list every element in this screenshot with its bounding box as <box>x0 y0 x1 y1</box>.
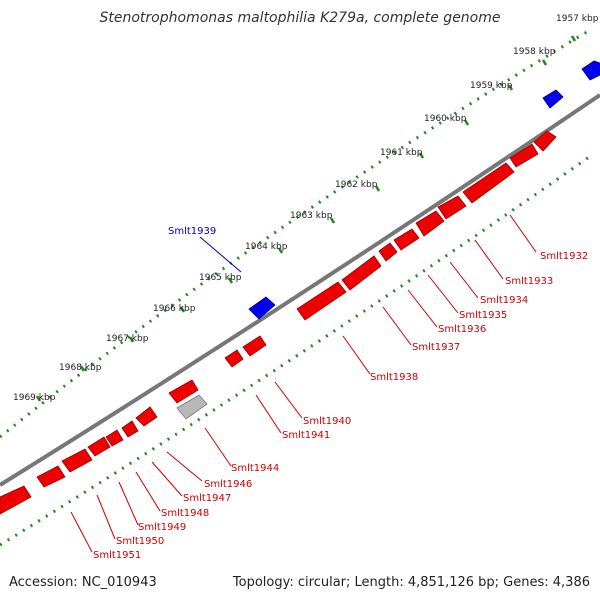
gene-label-smlt1941[interactable]: Smlt1941 <box>282 430 330 441</box>
reverse-gene[interactable] <box>0 485 32 515</box>
ruler-label: 1959 kbp <box>470 81 513 91</box>
reverse-gene[interactable] <box>393 228 420 251</box>
gene-label-smlt1937[interactable]: Smlt1937 <box>412 342 460 353</box>
reverse-genes <box>0 130 557 515</box>
topology-text: Topology: circular; Length: 4,851,126 bp… <box>232 575 590 590</box>
reverse-gene[interactable] <box>462 162 515 204</box>
reverse-gene[interactable] <box>509 143 539 168</box>
gene-label-smlt1939[interactable]: Smlt1939 <box>168 226 216 237</box>
gene-label-smlt1933[interactable]: Smlt1933 <box>505 276 553 287</box>
leader-line <box>96 494 116 540</box>
leader-line <box>135 471 161 512</box>
outer-ruler-arc <box>0 28 591 439</box>
gene-label-smlt1935[interactable]: Smlt1935 <box>459 310 507 321</box>
leader-line <box>70 511 93 553</box>
inner-ruler-arc <box>0 153 593 547</box>
leader-line <box>382 306 412 346</box>
reverse-gene[interactable] <box>533 130 557 152</box>
gene-label-smlt1932[interactable]: Smlt1932 <box>540 251 588 262</box>
leader-line <box>199 236 242 273</box>
accession-text: Accession: NC_010943 <box>9 575 157 590</box>
ruler-major-ticks <box>35 35 577 402</box>
leader-line <box>204 427 232 467</box>
gene-label-smlt1946[interactable]: Smlt1946 <box>204 479 252 490</box>
forward-gene[interactable] <box>542 89 564 109</box>
leader-line <box>474 239 504 280</box>
ruler-label: 1963 kbp <box>290 211 333 221</box>
reverse-gene[interactable] <box>378 242 398 262</box>
gene-label-smlt1936[interactable]: Smlt1936 <box>438 324 486 335</box>
ruler-tick <box>227 277 234 284</box>
ruler-tick <box>507 84 514 91</box>
gene-label-smlt1944[interactable]: Smlt1944 <box>231 463 279 474</box>
ruler-label: 1968 kbp <box>59 363 102 373</box>
reverse-gene[interactable] <box>224 349 244 368</box>
gene-label-smlt1938[interactable]: Smlt1938 <box>370 372 418 383</box>
gene-label-smlt1950[interactable]: Smlt1950 <box>116 536 164 547</box>
forward-gene[interactable] <box>248 296 276 320</box>
reverse-gene[interactable] <box>121 420 139 438</box>
reverse-gene[interactable] <box>437 195 467 220</box>
gene-label-smlt1949[interactable]: Smlt1949 <box>138 522 186 533</box>
gene-label-smlt1951[interactable]: Smlt1951 <box>93 550 141 561</box>
leader-line <box>255 394 282 434</box>
gene-label-smlt1940[interactable]: Smlt1940 <box>303 416 351 427</box>
other-gene[interactable] <box>176 394 208 420</box>
gene-label-smlt1934[interactable]: Smlt1934 <box>480 295 528 306</box>
ruler-tick <box>541 59 548 66</box>
forward-gene[interactable] <box>581 60 600 81</box>
leader-line <box>449 261 479 299</box>
reverse-gene[interactable] <box>242 335 267 357</box>
ruler-label: 1967 kbp <box>106 334 149 344</box>
ruler-label: 1962 kbp <box>335 180 378 190</box>
ruler-label: 1957 kbp <box>556 14 599 24</box>
ruler-tick <box>418 152 425 159</box>
leader-line <box>118 481 139 526</box>
leader-line <box>427 274 459 314</box>
ruler-label: 1964 kbp <box>245 242 288 252</box>
reverse-gene[interactable] <box>341 255 382 291</box>
reverse-gene[interactable] <box>296 281 347 321</box>
forward-genes <box>248 60 600 320</box>
reverse-gene[interactable] <box>105 429 124 447</box>
ruler-tick <box>179 306 186 313</box>
ruler-tick <box>570 35 577 42</box>
leader-line <box>407 289 438 328</box>
ruler-label: 1965 kbp <box>199 273 242 283</box>
reverse-gene[interactable] <box>415 210 445 237</box>
ruler-tick <box>463 119 470 126</box>
label-leaders <box>70 214 537 553</box>
leader-line <box>342 335 371 375</box>
ruler-tick <box>374 185 381 192</box>
ruler-label: 1966 kbp <box>153 304 196 314</box>
gene-label-smlt1947[interactable]: Smlt1947 <box>183 493 231 504</box>
reverse-gene[interactable] <box>135 406 158 427</box>
ruler-label: 1969 kbp <box>13 393 56 403</box>
genome-backbone <box>0 93 600 487</box>
gene-label-smlt1948[interactable]: Smlt1948 <box>161 508 209 519</box>
leader-line <box>166 451 203 482</box>
reverse-gene[interactable] <box>87 436 111 457</box>
ruler-label: 1961 kbp <box>380 148 423 158</box>
reverse-gene[interactable] <box>168 379 199 404</box>
ruler-tick <box>128 336 135 343</box>
ruler-label: 1958 kbp <box>513 47 556 57</box>
reverse-gene[interactable] <box>36 465 66 488</box>
reverse-gene[interactable] <box>61 448 93 473</box>
ruler-label: 1960 kbp <box>424 114 467 124</box>
leader-line <box>274 381 303 419</box>
ruler-tick <box>35 395 42 402</box>
ruler-tick <box>277 247 284 254</box>
genome-title: Stenotrophomonas maltophilia K279a, comp… <box>99 10 501 26</box>
ruler-tick <box>329 217 336 224</box>
ruler-tick <box>79 365 86 372</box>
leader-line <box>151 461 183 497</box>
leader-line <box>509 214 537 253</box>
